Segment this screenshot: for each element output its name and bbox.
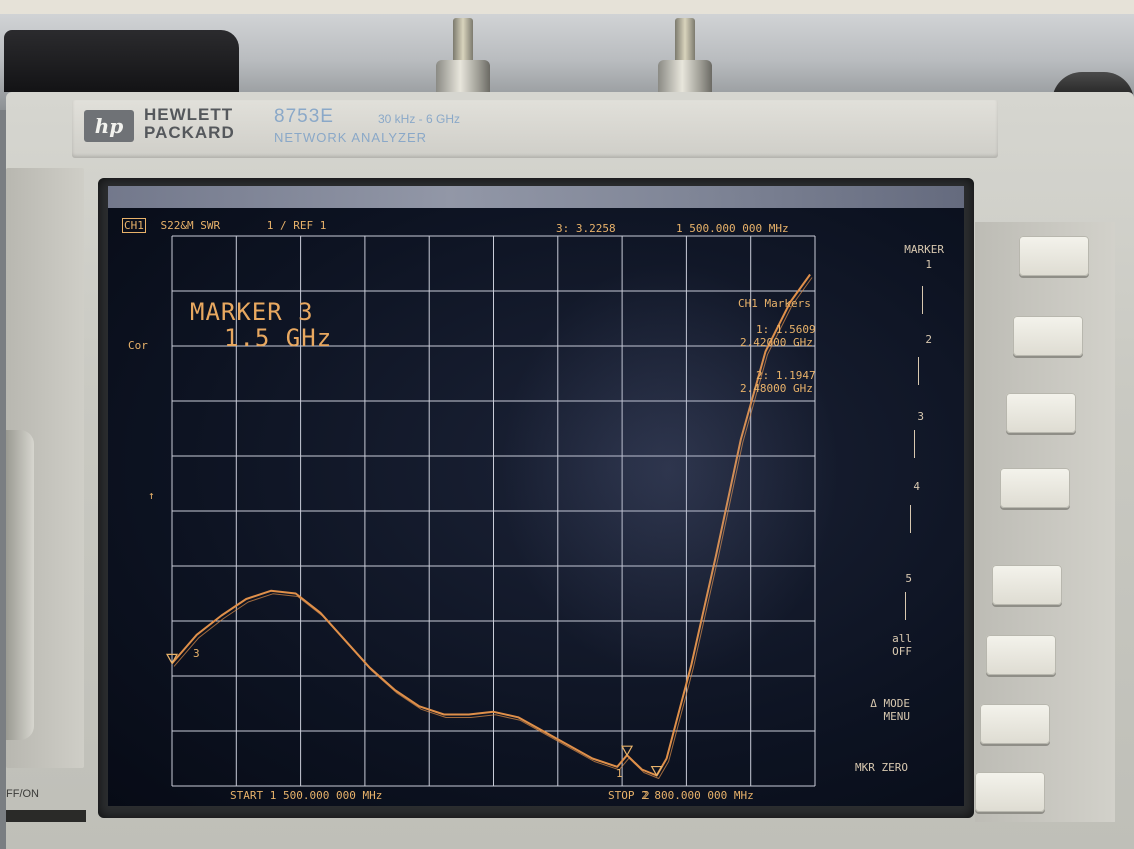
scale-label: 1 / REF 1 bbox=[266, 219, 327, 232]
power-switch[interactable] bbox=[6, 810, 86, 822]
softkey-label-2: 2 bbox=[925, 333, 932, 346]
big-marker-value: 1.5 GHz bbox=[224, 324, 333, 352]
ref-arrow: ↑ bbox=[148, 489, 155, 502]
channel-header: CH1 S22&M SWR 1 / REF 1 bbox=[122, 218, 327, 233]
markers-list-title: CH1 Markers bbox=[738, 297, 811, 310]
black-device bbox=[4, 30, 239, 92]
trace-group bbox=[165, 273, 813, 779]
softkey-title: MARKER bbox=[904, 243, 944, 256]
active-marker-readout: 3: 3.2258 bbox=[556, 222, 616, 235]
softkey-label-mkr-zero: MKR ZERO bbox=[855, 761, 908, 774]
marker1-value: 1: 1.5609 bbox=[756, 323, 816, 336]
measurement-label: S22&M SWR bbox=[160, 219, 221, 232]
softkey-3-button[interactable] bbox=[1006, 393, 1076, 433]
marker2-value: 2: 1.1947 bbox=[756, 369, 816, 382]
all-off-line-1: all bbox=[892, 632, 912, 645]
analyzer-screen bbox=[108, 186, 964, 806]
softkey-label-delta-mode: Δ MODE MENU bbox=[840, 697, 910, 723]
trace-marker-1-label: 1 bbox=[616, 767, 623, 780]
softkey-label-1: 1 bbox=[925, 258, 932, 271]
softkey-divider-3 bbox=[914, 430, 915, 458]
softkey-6-button[interactable] bbox=[986, 635, 1056, 675]
marker2-frequency: 2.48000 GHz bbox=[740, 382, 813, 395]
softkey-label-3: 3 bbox=[917, 410, 924, 423]
swr-trace-line bbox=[171, 273, 811, 777]
mode-menu-line-2: MENU bbox=[883, 710, 911, 723]
softkey-8-button[interactable] bbox=[975, 772, 1045, 812]
shelf-edge bbox=[0, 0, 1134, 14]
big-marker-title: MARKER 3 bbox=[190, 298, 314, 326]
marker1-frequency: 2.42000 GHz bbox=[740, 336, 813, 349]
softkey-divider-5 bbox=[905, 592, 906, 620]
softkey-label-5: 5 bbox=[905, 572, 912, 585]
plot-grid bbox=[171, 235, 816, 787]
trace-marker-triangle bbox=[165, 653, 179, 665]
rf-connector-port2[interactable] bbox=[658, 18, 712, 100]
trace-marker-2-label: 2 bbox=[643, 789, 650, 802]
rf-connector-port1[interactable] bbox=[436, 18, 490, 100]
brand-name: HEWLETT PACKARD bbox=[144, 106, 235, 142]
channel-label: CH1 bbox=[122, 218, 146, 233]
disk-slot[interactable] bbox=[6, 430, 34, 740]
brand-line-1: HEWLETT bbox=[144, 105, 234, 124]
brand-strip bbox=[72, 100, 998, 158]
trace-marker-triangle bbox=[621, 745, 634, 757]
softkey-divider-1 bbox=[922, 286, 923, 314]
screen-glare bbox=[108, 186, 964, 208]
model-number: 8753E bbox=[274, 106, 334, 127]
softkey-label-all-off: all OFF bbox=[860, 632, 912, 658]
softkey-1-button[interactable] bbox=[1019, 236, 1089, 276]
mode-menu-line-1: Δ MODE bbox=[870, 697, 910, 710]
active-marker-frequency: 1 500.000 000 MHz bbox=[676, 222, 789, 235]
softkey-divider-4 bbox=[910, 505, 911, 533]
hp-logo: hp bbox=[84, 110, 134, 142]
instrument-subtitle: NETWORK ANALYZER bbox=[274, 130, 428, 145]
softkey-2-button[interactable] bbox=[1013, 316, 1083, 356]
power-label: FF/ON bbox=[6, 788, 39, 800]
softkey-label-4: 4 bbox=[913, 480, 920, 493]
all-off-line-2: OFF bbox=[892, 645, 912, 658]
memory-trace-line bbox=[173, 277, 813, 779]
softkey-5-button[interactable] bbox=[992, 565, 1062, 605]
softkey-divider-2 bbox=[918, 357, 919, 385]
softkey-4-button[interactable] bbox=[1000, 468, 1070, 508]
trace-marker-3-label: 3 bbox=[193, 647, 200, 660]
softkey-7-button[interactable] bbox=[980, 704, 1050, 744]
screen-reflection bbox=[500, 260, 840, 680]
cor-indicator: Cor bbox=[128, 339, 148, 352]
trace-marker-triangle bbox=[650, 765, 663, 777]
stop-frequency: STOP 2 800.000 000 MHz bbox=[608, 789, 754, 802]
brand-line-2: PACKARD bbox=[144, 123, 235, 142]
trace-plot bbox=[165, 235, 816, 787]
start-frequency: START 1 500.000 000 MHz bbox=[230, 789, 383, 802]
frequency-range: 30 kHz - 6 GHz bbox=[378, 112, 461, 126]
